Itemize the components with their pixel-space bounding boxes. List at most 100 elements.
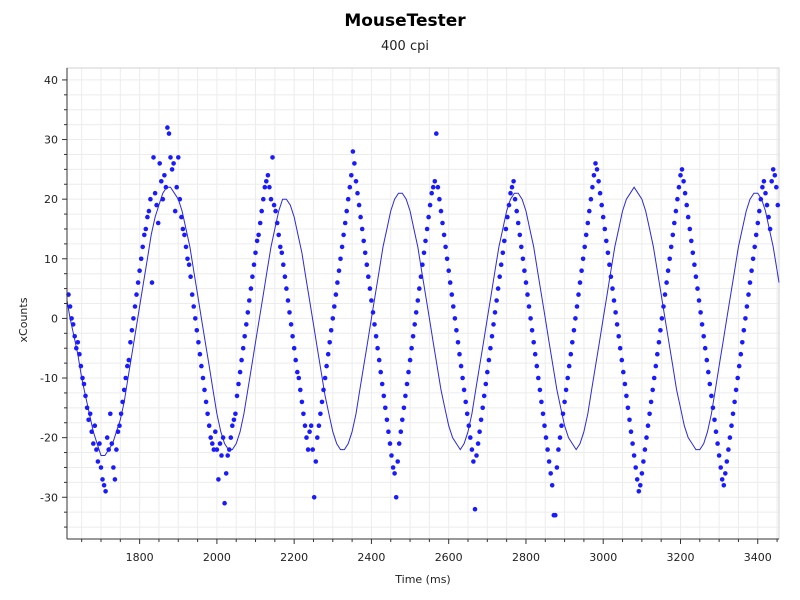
data-point bbox=[341, 232, 346, 238]
data-point bbox=[583, 232, 589, 238]
data-point bbox=[356, 202, 362, 208]
data-point bbox=[568, 351, 574, 357]
data-point bbox=[345, 196, 351, 202]
data-point bbox=[460, 375, 465, 381]
x-tick-label: 2800 bbox=[512, 551, 540, 564]
data-point bbox=[639, 471, 645, 476]
data-point bbox=[559, 423, 564, 429]
data-point bbox=[279, 250, 285, 256]
data-point bbox=[726, 447, 731, 452]
data-point bbox=[658, 328, 663, 333]
data-point bbox=[413, 310, 419, 315]
data-point bbox=[379, 381, 385, 387]
data-point bbox=[203, 399, 209, 405]
data-point bbox=[228, 435, 234, 440]
data-point bbox=[308, 423, 314, 429]
data-point bbox=[491, 322, 496, 327]
data-point bbox=[702, 345, 708, 351]
data-point bbox=[580, 256, 586, 262]
x-axis-label: Time (ms) bbox=[394, 573, 450, 586]
data-point bbox=[463, 399, 469, 405]
y-tick-label: 0 bbox=[51, 312, 58, 325]
data-point bbox=[590, 184, 595, 190]
data-point bbox=[412, 322, 418, 327]
data-point bbox=[87, 411, 93, 417]
data-point bbox=[426, 214, 431, 220]
data-point bbox=[574, 304, 580, 309]
data-point bbox=[92, 423, 98, 429]
data-point bbox=[301, 411, 306, 417]
data-point bbox=[485, 369, 490, 375]
data-point bbox=[259, 208, 265, 214]
data-point bbox=[573, 316, 578, 321]
data-point bbox=[512, 196, 518, 202]
data-point bbox=[347, 184, 353, 190]
data-point bbox=[197, 351, 203, 357]
data-point bbox=[604, 238, 609, 244]
data-point bbox=[134, 292, 139, 297]
x-tick-label: 3000 bbox=[589, 551, 617, 564]
data-point bbox=[519, 244, 524, 250]
data-point bbox=[84, 405, 90, 411]
data-point bbox=[267, 184, 272, 190]
data-point bbox=[729, 423, 734, 429]
data-point bbox=[97, 441, 102, 446]
data-point bbox=[503, 226, 509, 232]
data-point bbox=[430, 184, 436, 190]
data-point bbox=[115, 429, 121, 435]
data-point bbox=[415, 298, 421, 303]
data-point bbox=[216, 477, 221, 482]
data-point bbox=[539, 399, 544, 405]
data-point bbox=[183, 244, 189, 250]
data-point bbox=[202, 387, 207, 393]
data-point bbox=[452, 316, 458, 321]
data-point bbox=[747, 280, 753, 285]
data-point bbox=[290, 334, 295, 339]
data-point bbox=[446, 268, 452, 274]
data-point bbox=[327, 340, 333, 345]
data-point bbox=[763, 190, 768, 196]
data-point bbox=[128, 340, 133, 345]
data-point bbox=[78, 363, 84, 369]
data-point bbox=[315, 435, 320, 440]
data-point bbox=[740, 340, 745, 345]
data-point bbox=[557, 435, 563, 440]
data-point bbox=[531, 340, 536, 345]
data-point bbox=[276, 232, 282, 238]
data-point bbox=[293, 357, 299, 363]
data-point bbox=[576, 292, 581, 297]
data-point bbox=[625, 405, 631, 411]
data-point bbox=[372, 322, 377, 327]
data-point bbox=[593, 161, 598, 166]
data-point bbox=[577, 280, 583, 285]
data-point bbox=[80, 375, 85, 381]
data-point bbox=[217, 441, 223, 446]
data-point bbox=[369, 298, 374, 303]
data-point bbox=[403, 393, 408, 399]
data-point bbox=[772, 173, 778, 178]
data-point bbox=[679, 167, 685, 172]
data-point bbox=[769, 179, 774, 184]
data-point bbox=[427, 202, 433, 208]
data-point bbox=[387, 441, 393, 446]
data-point bbox=[648, 399, 654, 405]
data-point bbox=[242, 334, 247, 339]
data-point bbox=[244, 322, 249, 327]
data-point bbox=[656, 340, 662, 345]
data-point bbox=[344, 208, 350, 214]
data-point bbox=[284, 286, 289, 291]
data-point bbox=[641, 459, 646, 464]
data-point bbox=[196, 340, 201, 345]
data-point bbox=[193, 316, 198, 321]
data-point bbox=[101, 483, 107, 488]
data-point bbox=[268, 196, 274, 202]
data-point bbox=[701, 334, 706, 339]
data-point bbox=[542, 423, 547, 429]
data-point bbox=[162, 173, 167, 178]
data-point bbox=[353, 179, 359, 184]
y-tick-label: 30 bbox=[44, 134, 58, 147]
data-point bbox=[441, 232, 447, 238]
data-point bbox=[114, 447, 119, 452]
data-point bbox=[271, 202, 277, 208]
data-point bbox=[600, 214, 606, 220]
